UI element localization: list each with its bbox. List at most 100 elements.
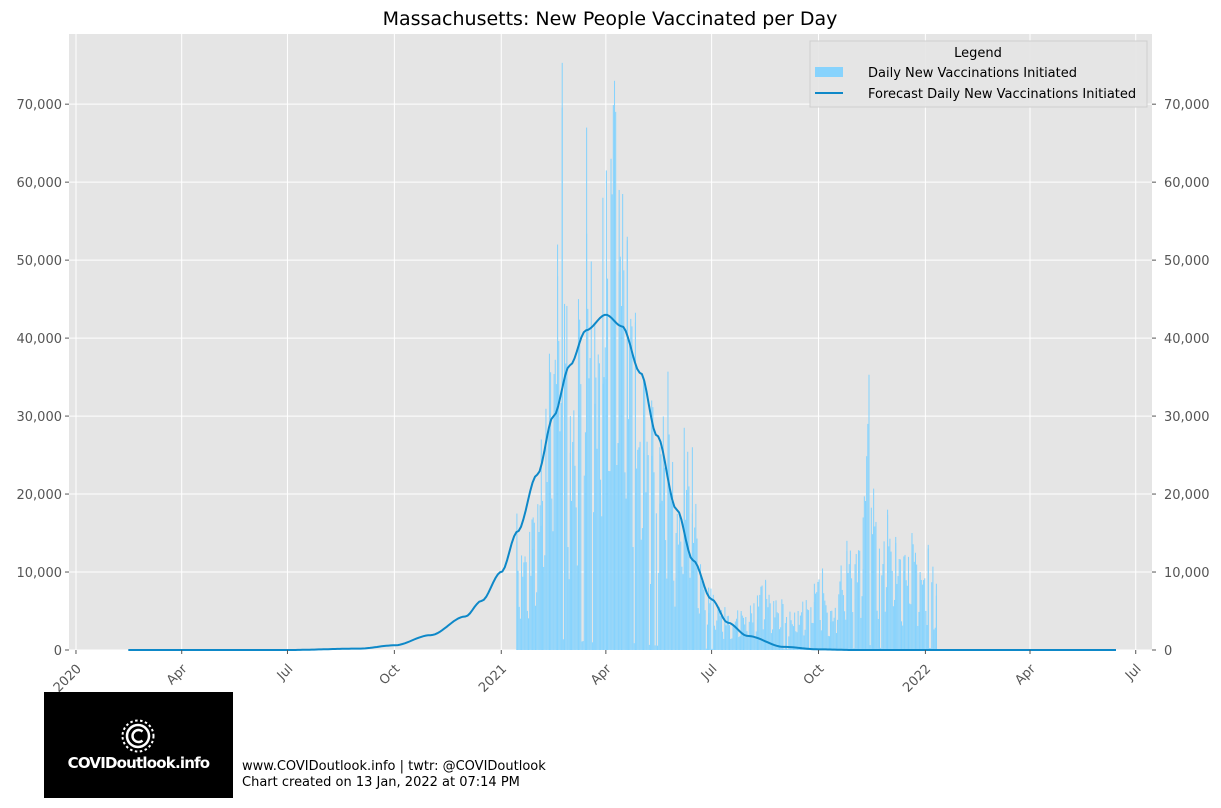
bar: [696, 538, 698, 650]
bar: [565, 363, 567, 650]
bar: [516, 513, 518, 650]
bar: [706, 624, 708, 650]
bar: [676, 513, 678, 650]
bar: [668, 434, 670, 650]
bar: [791, 624, 793, 650]
bar: [638, 447, 640, 650]
bar: [845, 619, 847, 650]
bar: [927, 548, 929, 650]
footer-line-1: www.COVIDoutlook.info | twtr: @COVIDoutl…: [242, 759, 546, 774]
bar: [605, 170, 607, 651]
bar: [799, 615, 801, 650]
bar: [613, 80, 616, 651]
bar: [780, 627, 782, 650]
bar: [916, 564, 918, 650]
bar: [688, 486, 690, 650]
logo-text: COVIDoutlook.info: [67, 754, 210, 772]
bar: [805, 600, 807, 650]
bar: [534, 605, 537, 650]
bar: [715, 629, 717, 650]
bar: [546, 482, 548, 650]
bar: [761, 585, 763, 650]
bar: [658, 572, 660, 650]
bar: [710, 588, 712, 650]
bar: [580, 384, 582, 650]
logo: COVIDoutlook.info: [44, 692, 233, 798]
bar: [525, 562, 527, 650]
bar: [694, 527, 696, 650]
bar: [591, 642, 593, 650]
bar: [896, 583, 898, 650]
bar: [626, 236, 628, 650]
bar: [778, 629, 781, 650]
bar: [795, 631, 797, 650]
chart-title: Massachusetts: New People Vaccinated per…: [383, 8, 838, 30]
bar: [866, 456, 868, 650]
bar: [582, 641, 584, 650]
bar: [577, 299, 580, 650]
bar: [717, 606, 719, 650]
bar: [522, 576, 524, 650]
bar: [581, 641, 583, 650]
x-tick-label: 2022: [900, 662, 934, 696]
bar: [812, 623, 814, 650]
bar: [637, 449, 639, 650]
bar: [753, 603, 755, 650]
bar: [679, 515, 681, 650]
bar: [801, 612, 803, 650]
bar: [574, 465, 576, 650]
bar: [776, 612, 778, 650]
bar: [880, 647, 882, 650]
bar: [539, 505, 541, 650]
bar: [602, 197, 604, 651]
bar: [597, 354, 599, 650]
bar: [544, 555, 546, 650]
bar: [867, 423, 869, 650]
bar: [639, 441, 641, 650]
bar: [935, 583, 937, 650]
forecast-line: [128, 313, 1116, 651]
bar: [731, 638, 733, 650]
bar: [625, 498, 627, 650]
bar: [815, 593, 817, 650]
bar: [543, 566, 545, 650]
bar: [532, 517, 534, 650]
y-tick-label: 50,000: [17, 254, 63, 269]
bar: [864, 501, 867, 650]
bar: [738, 637, 740, 650]
bar: [677, 544, 679, 650]
bar: [934, 627, 936, 650]
bar: [526, 610, 528, 650]
bar: [670, 501, 672, 650]
bar: [727, 615, 729, 650]
bar: [747, 636, 749, 650]
bar: [774, 617, 776, 650]
bar: [667, 371, 669, 650]
bar: [566, 305, 568, 650]
bar: [902, 625, 904, 650]
bar: [792, 626, 794, 650]
bar: [607, 278, 609, 650]
bar: [590, 261, 592, 650]
bar: [784, 623, 786, 650]
bar: [917, 625, 919, 650]
bar: [572, 441, 574, 650]
bar: [803, 635, 805, 650]
bar: [832, 621, 834, 650]
bar: [860, 617, 862, 650]
bar: [926, 624, 928, 650]
bar: [699, 564, 702, 650]
bar: [766, 598, 768, 650]
bar: [709, 603, 711, 650]
bar: [612, 105, 614, 651]
bar: [552, 531, 554, 650]
bar: [910, 604, 912, 650]
bar: [608, 470, 610, 650]
bar: [877, 618, 879, 650]
x-tick-label: Apr: [588, 661, 615, 688]
bar: [600, 479, 602, 650]
bar: [746, 631, 748, 650]
legend-label-bars: Daily New Vaccinations Initiated: [868, 66, 1077, 81]
bar: [826, 612, 828, 650]
